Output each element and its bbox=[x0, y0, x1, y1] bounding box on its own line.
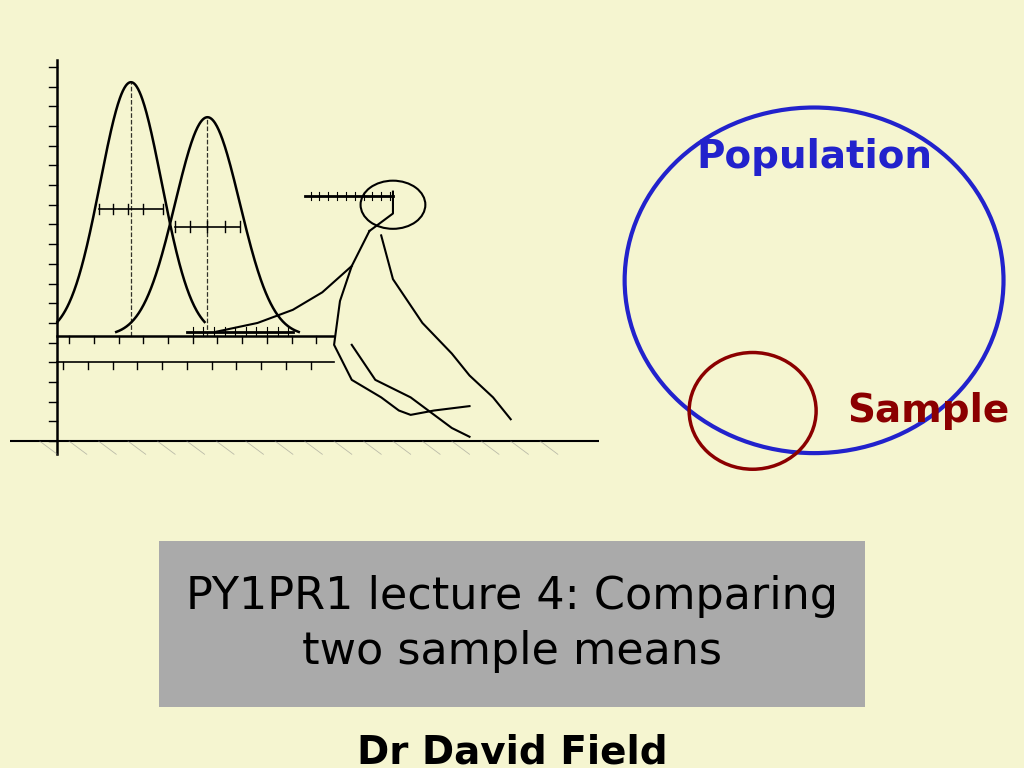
FancyBboxPatch shape bbox=[159, 541, 865, 707]
Text: Population: Population bbox=[696, 138, 932, 176]
Text: Sample: Sample bbox=[847, 392, 1009, 430]
Text: PY1PR1 lecture 4: Comparing
two sample means: PY1PR1 lecture 4: Comparing two sample m… bbox=[186, 575, 838, 673]
Text: Dr David Field: Dr David Field bbox=[356, 733, 668, 768]
